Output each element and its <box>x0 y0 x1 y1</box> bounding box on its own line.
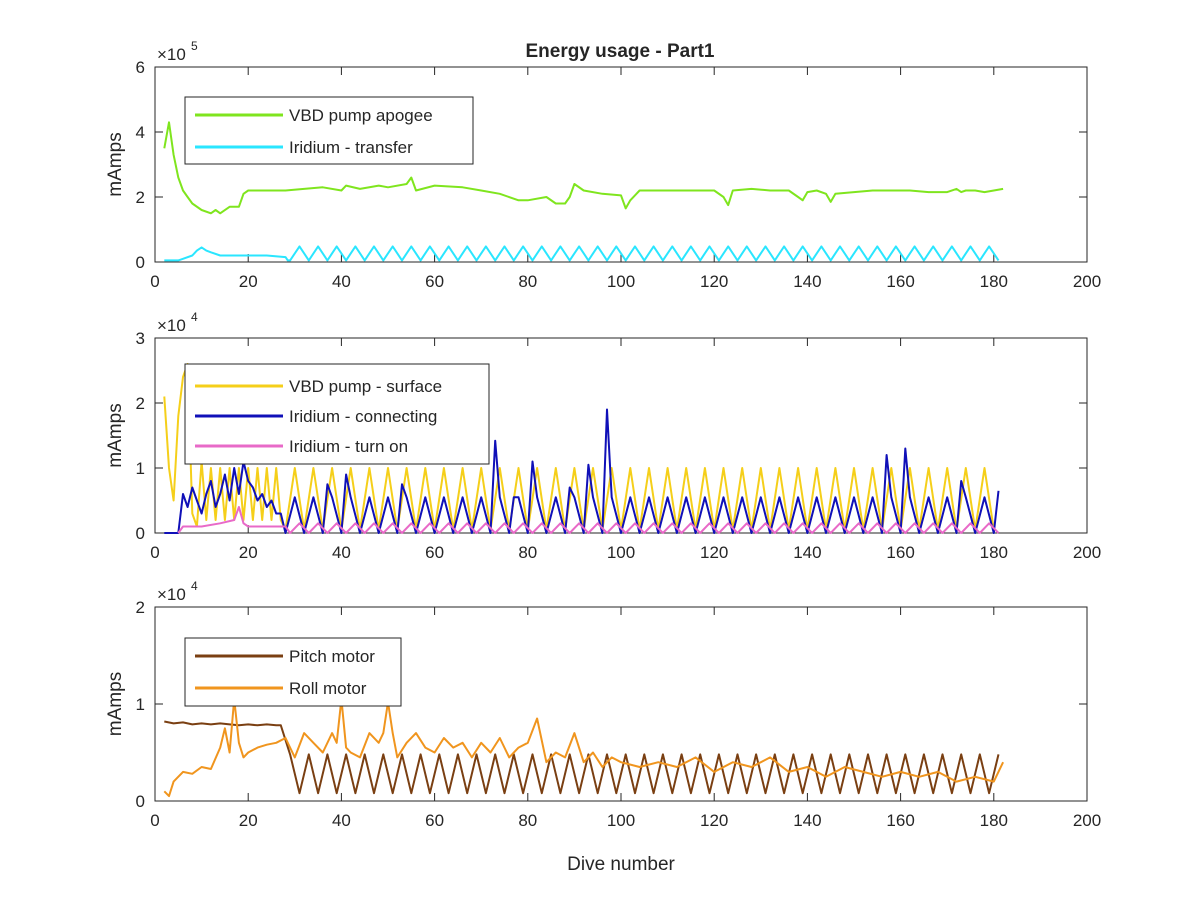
x-tick-label: 100 <box>607 543 635 562</box>
subplot-3: 0 20 40 60 80 100 120 140 160 180 200 0 1 2 ×10 4 mA… <box>105 579 1101 830</box>
y-exponent: 5 <box>191 39 198 53</box>
y-axis-label: mAmps <box>105 672 126 736</box>
x-tick-label: 60 <box>425 811 444 830</box>
x-tick-label: 0 <box>150 543 159 562</box>
x-tick-label: 40 <box>332 543 351 562</box>
y-tick-label: 1 <box>136 459 145 478</box>
y-exponent-base: ×10 <box>157 45 186 64</box>
x-tick-label: 200 <box>1073 272 1101 291</box>
x-tick-label: 100 <box>607 811 635 830</box>
x-tick-label: 0 <box>150 811 159 830</box>
x-tick-label: 120 <box>700 811 728 830</box>
series-line-pitch-motor <box>164 720 1000 795</box>
legend-label-vbd-pump-apogee: VBD pump apogee <box>289 106 433 125</box>
legend-label-roll-motor: Roll motor <box>289 679 367 698</box>
legend: VBD pump - surface Iridium - connecting … <box>184 363 490 465</box>
y-tick-label: 0 <box>136 524 145 543</box>
series-line-iridium-connecting <box>164 408 1000 534</box>
series-line-roll-motor <box>163 698 1005 798</box>
x-tick-label: 200 <box>1073 811 1101 830</box>
x-tick-label: 200 <box>1073 543 1101 562</box>
y-axis-ticks: 0 1 2 3 <box>136 329 1087 543</box>
y-tick-label: 3 <box>136 329 145 348</box>
legend-label-iridium-turn-on: Iridium - turn on <box>289 437 408 456</box>
y-tick-label: 0 <box>136 792 145 811</box>
legend-box <box>184 637 402 707</box>
subplot-1: 0 20 40 60 80 100 120 140 160 180 200 0 2 4 6 ×10 5 m… <box>105 39 1101 291</box>
x-tick-label: 140 <box>793 811 821 830</box>
x-tick-label: 80 <box>518 811 537 830</box>
plot-area <box>163 121 1004 262</box>
x-tick-label: 180 <box>980 272 1008 291</box>
x-tick-label: 40 <box>332 811 351 830</box>
y-tick-label: 1 <box>136 695 145 714</box>
x-axis-label: Dive number <box>567 854 675 875</box>
y-tick-label: 0 <box>136 253 145 272</box>
x-axis-ticks: 0 20 40 60 80 100 120 140 160 180 200 <box>150 338 1101 562</box>
y-axis-ticks: 0 2 4 6 <box>136 58 1087 272</box>
x-tick-label: 120 <box>700 272 728 291</box>
x-tick-label: 20 <box>239 272 258 291</box>
x-tick-label: 180 <box>980 543 1008 562</box>
legend-label-iridium-transfer: Iridium - transfer <box>289 138 413 157</box>
legend-label-pitch-motor: Pitch motor <box>289 647 375 666</box>
y-axis-label: mAmps <box>105 403 126 467</box>
series-line-iridium-turn-on <box>177 506 1000 534</box>
series-line-iridium-transfer <box>164 245 1000 262</box>
figure-title: Energy usage - Part1 <box>525 41 714 62</box>
x-tick-label: 0 <box>150 272 159 291</box>
y-tick-label: 6 <box>136 58 145 77</box>
legend: Pitch motor Roll motor <box>184 637 402 707</box>
x-axis-ticks: 0 20 40 60 80 100 120 140 160 180 200 <box>150 607 1101 830</box>
y-exponent: 4 <box>191 310 198 324</box>
x-tick-label: 160 <box>886 811 914 830</box>
x-tick-label: 40 <box>332 272 351 291</box>
x-tick-label: 120 <box>700 543 728 562</box>
y-exponent: 4 <box>191 579 198 593</box>
x-tick-label: 160 <box>886 272 914 291</box>
series-line-vbd-pump-apogee <box>163 121 1004 215</box>
y-axis-label: mAmps <box>105 132 126 196</box>
y-tick-label: 4 <box>136 123 145 142</box>
legend: VBD pump apogee Iridium - transfer <box>184 96 474 165</box>
y-exponent-base: ×10 <box>157 316 186 335</box>
x-tick-label: 20 <box>239 543 258 562</box>
legend-box <box>184 96 474 165</box>
y-tick-label: 2 <box>136 598 145 617</box>
y-exponent-base: ×10 <box>157 585 186 604</box>
plot-area <box>163 698 1005 798</box>
x-tick-label: 20 <box>239 811 258 830</box>
plot-area <box>163 363 1000 534</box>
x-tick-label: 100 <box>607 272 635 291</box>
x-tick-label: 140 <box>793 272 821 291</box>
x-tick-label: 60 <box>425 543 444 562</box>
legend-label-iridium-connecting: Iridium - connecting <box>289 407 437 426</box>
y-tick-label: 2 <box>136 394 145 413</box>
y-axis-ticks: 0 1 2 <box>136 598 1087 811</box>
x-tick-label: 160 <box>886 543 914 562</box>
x-axis-ticks: 0 20 40 60 80 100 120 140 160 180 200 <box>150 67 1101 291</box>
legend-label-vbd-pump-surface: VBD pump - surface <box>289 377 442 396</box>
y-tick-label: 2 <box>136 188 145 207</box>
x-tick-label: 180 <box>980 811 1008 830</box>
x-tick-label: 80 <box>518 272 537 291</box>
x-tick-label: 80 <box>518 543 537 562</box>
subplot-2: 0 20 40 60 80 100 120 140 160 180 200 0 1 2 3 ×10 4 m… <box>105 310 1101 562</box>
x-tick-label: 140 <box>793 543 821 562</box>
x-tick-label: 60 <box>425 272 444 291</box>
